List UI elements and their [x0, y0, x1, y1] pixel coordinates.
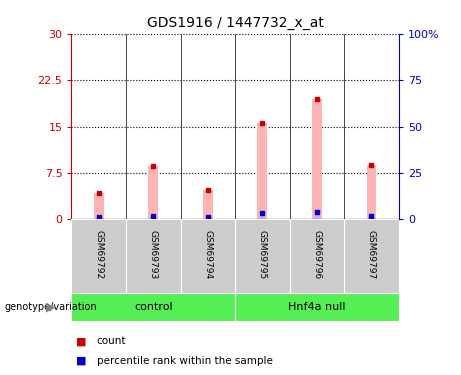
Bar — [344, 219, 399, 292]
Text: GSM69792: GSM69792 — [94, 230, 103, 279]
Bar — [96, 217, 101, 219]
Bar — [148, 165, 158, 219]
Text: GSM69795: GSM69795 — [258, 230, 267, 279]
Bar — [94, 194, 104, 219]
Text: GSM69796: GSM69796 — [313, 230, 321, 279]
Bar — [181, 219, 235, 292]
Bar — [71, 219, 126, 292]
Bar — [235, 292, 399, 321]
Bar — [71, 292, 235, 321]
Bar — [203, 190, 213, 219]
Bar — [369, 216, 374, 219]
Text: GSM69793: GSM69793 — [149, 230, 158, 279]
Bar — [315, 212, 319, 219]
Text: ▶: ▶ — [46, 300, 56, 313]
Title: GDS1916 / 1447732_x_at: GDS1916 / 1447732_x_at — [147, 16, 324, 30]
Text: GSM69797: GSM69797 — [367, 230, 376, 279]
Text: control: control — [134, 302, 172, 312]
Bar — [260, 213, 265, 219]
Bar — [206, 217, 210, 219]
Text: Hnf4a null: Hnf4a null — [288, 302, 346, 312]
Bar — [151, 216, 155, 219]
Bar — [366, 165, 376, 219]
Bar — [312, 99, 322, 219]
Bar — [258, 123, 267, 219]
Text: genotype/variation: genotype/variation — [5, 302, 97, 312]
Text: ■: ■ — [76, 336, 87, 346]
Text: count: count — [97, 336, 126, 346]
Bar — [290, 219, 344, 292]
Text: GSM69794: GSM69794 — [203, 230, 213, 279]
Text: percentile rank within the sample: percentile rank within the sample — [97, 356, 273, 366]
Bar — [235, 219, 290, 292]
Bar — [126, 219, 181, 292]
Text: ■: ■ — [76, 356, 87, 366]
